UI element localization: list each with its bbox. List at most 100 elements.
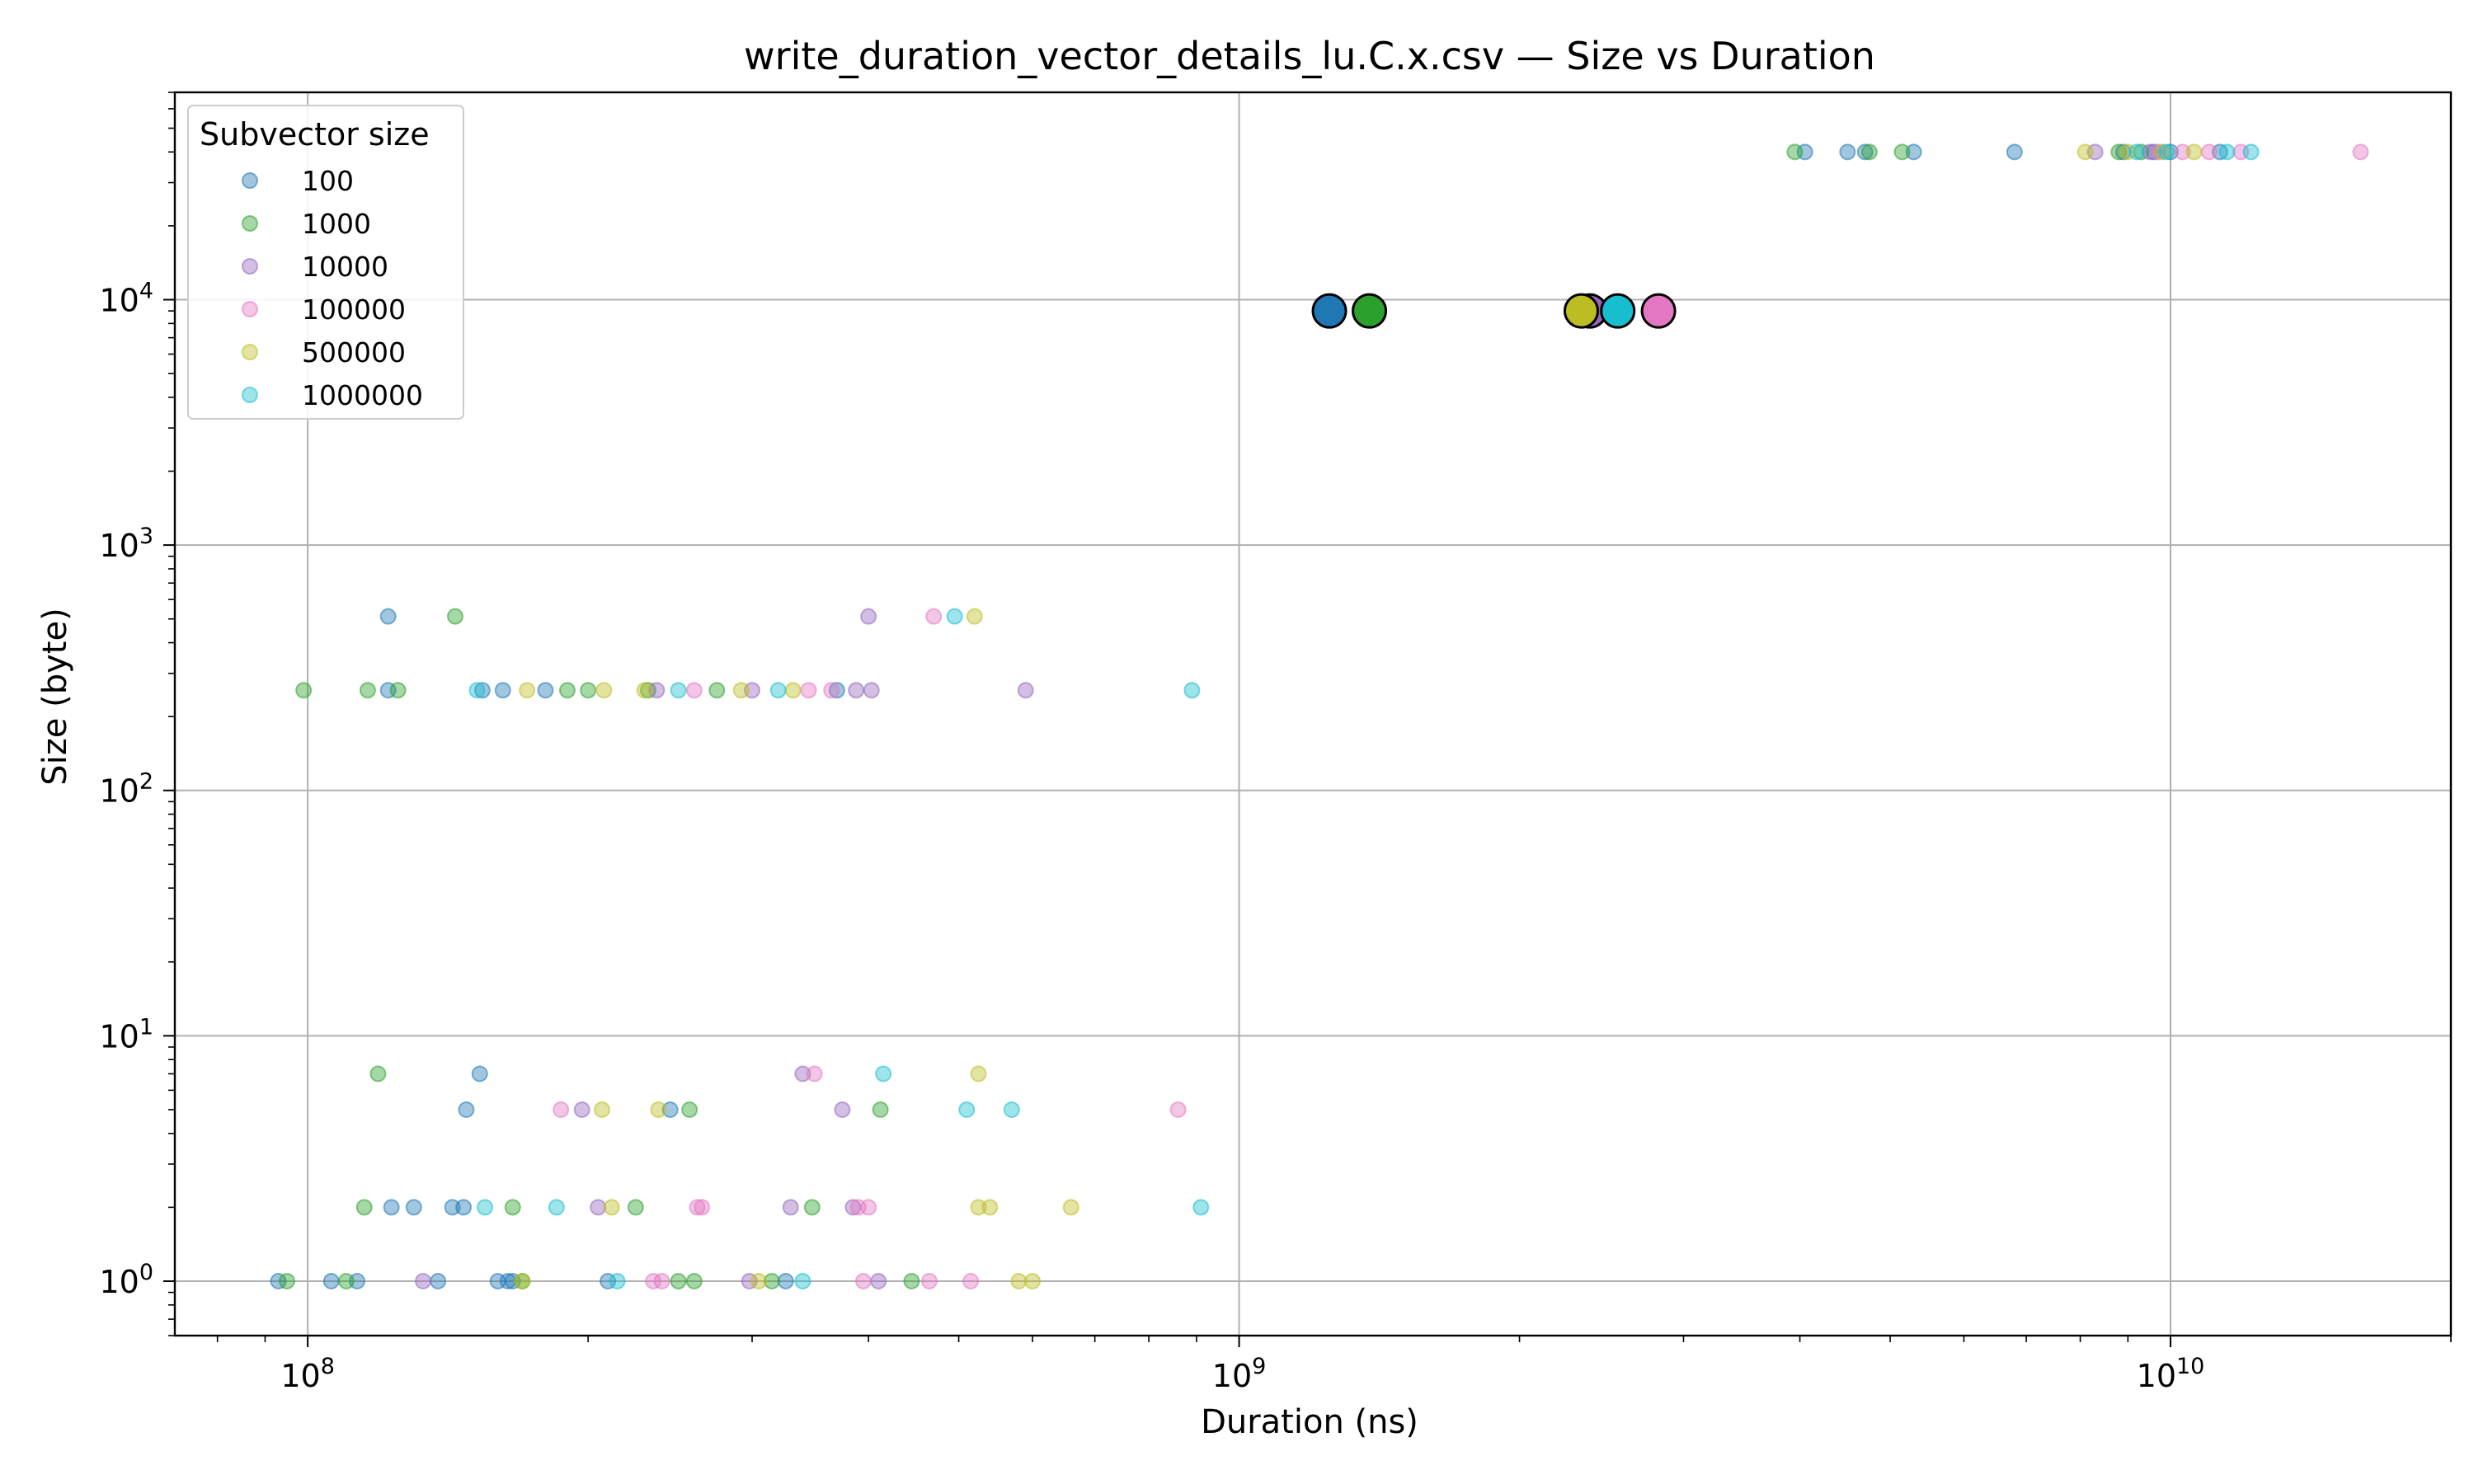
data-point-10000 [573,1101,590,1118]
data-point-500000 [784,682,802,699]
chart-title: write_duration_vector_details_lu.C.x.csv… [744,34,1875,78]
data-point-1000 [359,682,376,699]
data-point-10000 [848,682,865,699]
data-point-100 [322,1272,340,1289]
data-point-100 [471,1065,488,1082]
x-tick-label: 1010 [2137,1354,2205,1394]
data-point-10000 [1017,682,1034,699]
data-point-500000 [594,1101,611,1118]
data-point-100 [494,682,511,699]
data-point-100 [383,1199,400,1216]
data-point-500000 [650,1101,667,1118]
data-point-1000000 [1003,1101,1020,1118]
data-point-1000000 [1183,682,1201,699]
data-point-100000 [2150,143,2167,161]
data-point-100000 [2174,143,2191,161]
data-point-1000 [685,1272,703,1289]
data-point-500000 [2119,143,2137,161]
data-point-100 [444,1199,461,1216]
legend-marker [242,215,258,232]
data-point-100000 [860,1199,877,1216]
legend-label: 1000000 [302,379,423,411]
data-point-1000000 [769,682,787,699]
data-point-1000 [558,682,576,699]
x-axis-label: Duration (ns) [1201,1403,1418,1441]
data-point-100 [2114,143,2132,161]
data-point-1000 [580,682,597,699]
data-point-500000 [603,1199,620,1216]
data-point-100 [661,1101,679,1118]
data-point-100 [537,682,554,699]
legend-marker [242,172,258,189]
y-tick-label: 102 [99,769,153,810]
axis-ticks: 108 109 1010 100 101 102 103 104 [99,279,2204,1394]
data-point-100000 [1169,1101,1187,1118]
data-point-1000 [295,682,313,699]
data-point-1000 [627,1199,644,1216]
legend-marker [242,344,258,360]
data-point-100000 [920,1272,938,1289]
data-point-100000 [2352,143,2369,161]
data-point-10000 [2141,143,2158,161]
data-point-100000 [800,682,817,699]
data-point-1000000 [2218,143,2236,161]
data-point-100 [1839,143,1856,161]
data-point-1000 [369,1065,387,1082]
data-points [270,143,2369,1289]
legend-item-100: 100 [242,165,354,197]
data-point-100000 [925,608,943,625]
data-point-10000 [834,1101,851,1118]
data-point-500000 [2185,143,2203,161]
minor-ticks [168,92,2452,1342]
data-point-100000 [2200,143,2218,161]
legend-item-100000: 100000 [242,294,406,326]
data-point-100 [1856,143,1874,161]
data-point-1000 [803,1199,821,1216]
highlight-point-1000 [1352,293,1388,329]
data-point-500000 [595,682,613,699]
legend-label: 100 [302,165,354,197]
grid-lines [175,92,2451,1336]
highlight-point-100000 [1640,293,1677,329]
data-point-500000 [1024,1272,1042,1289]
data-point-1000 [681,1101,698,1118]
data-point-100 [2145,143,2162,161]
x-tick-label: 108 [280,1354,335,1394]
legend-item-1000: 1000 [242,208,371,240]
legend-item-10000: 10000 [242,251,388,283]
data-point-1000000 [477,1199,494,1216]
data-point-1000000 [2158,143,2175,161]
data-point-100000 [962,1272,980,1289]
data-point-1000 [1893,143,1911,161]
data-point-1000 [278,1272,295,1289]
data-point-500000 [970,1199,987,1216]
highlight-point-1000000 [1600,293,1636,329]
data-point-10000 [782,1199,799,1216]
data-point-100000 [689,1199,706,1216]
data-point-1000000 [468,682,486,699]
data-point-1000000 [2128,143,2146,161]
legend-label: 1000 [302,208,371,240]
data-point-100000 [645,1272,662,1289]
data-point-1000 [337,1272,355,1289]
data-point-100 [379,608,397,625]
data-point-500000 [2077,143,2094,161]
data-point-500000 [750,1272,768,1289]
data-point-10000 [870,1272,887,1289]
data-point-100000 [685,682,703,699]
plot-frame [173,91,2453,1337]
data-point-10000 [415,1272,432,1289]
legend-marker [242,387,258,403]
data-point-1000 [903,1272,920,1289]
data-point-1000000 [875,1065,892,1082]
data-point-500000 [732,682,750,699]
data-point-500000 [1062,1199,1079,1216]
data-point-100 [455,1199,473,1216]
data-point-1000 [355,1199,373,1216]
data-point-1000 [1860,143,1878,161]
data-point-10000 [860,608,877,625]
data-point-1000 [2110,143,2128,161]
data-point-1000000 [1192,1199,1210,1216]
data-point-100000 [806,1065,823,1082]
